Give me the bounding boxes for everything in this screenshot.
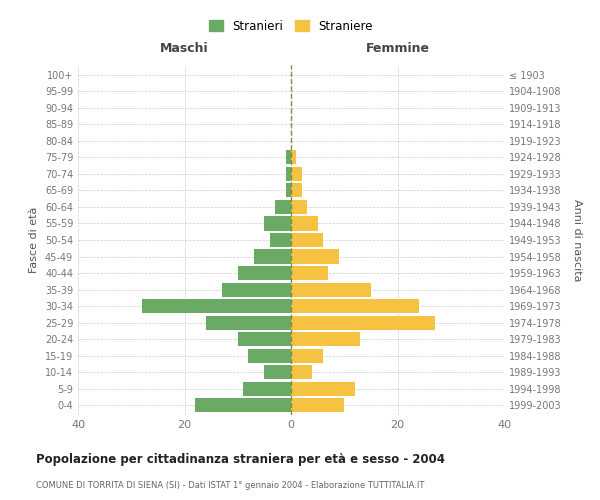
Bar (291, 200, 307, 214)
Bar (291, 365, 313, 379)
Bar (286, 184, 291, 198)
Legend: Stranieri, Straniere: Stranieri, Straniere (204, 15, 378, 38)
Bar (286, 150, 291, 164)
Y-axis label: Fasce di età: Fasce di età (29, 207, 39, 273)
Bar (286, 167, 291, 181)
Bar (291, 233, 323, 247)
Bar (291, 167, 302, 181)
Bar (254, 250, 291, 264)
Bar (265, 365, 291, 379)
Bar (222, 282, 291, 296)
Bar (291, 299, 419, 313)
Bar (291, 150, 296, 164)
Bar (291, 382, 355, 396)
Bar (291, 282, 371, 296)
Bar (291, 332, 360, 346)
Bar (291, 348, 323, 362)
Bar (291, 398, 344, 412)
Bar (238, 266, 291, 280)
Y-axis label: Anni di nascita: Anni di nascita (572, 198, 583, 281)
Bar (270, 233, 291, 247)
Text: COMUNE DI TORRITA DI SIENA (SI) - Dati ISTAT 1° gennaio 2004 - Elaborazione TUTT: COMUNE DI TORRITA DI SIENA (SI) - Dati I… (36, 481, 424, 490)
Text: Maschi: Maschi (160, 42, 209, 55)
Bar (275, 200, 291, 214)
Bar (243, 382, 291, 396)
Bar (291, 184, 302, 198)
Bar (291, 250, 339, 264)
Bar (238, 332, 291, 346)
Bar (265, 216, 291, 230)
Bar (248, 348, 291, 362)
Bar (142, 299, 291, 313)
Text: Popolazione per cittadinanza straniera per età e sesso - 2004: Popolazione per cittadinanza straniera p… (36, 452, 445, 466)
Bar (291, 216, 317, 230)
Text: Femmine: Femmine (365, 42, 430, 55)
Bar (291, 316, 435, 330)
Bar (291, 266, 328, 280)
Bar (195, 398, 291, 412)
Bar (206, 316, 291, 330)
